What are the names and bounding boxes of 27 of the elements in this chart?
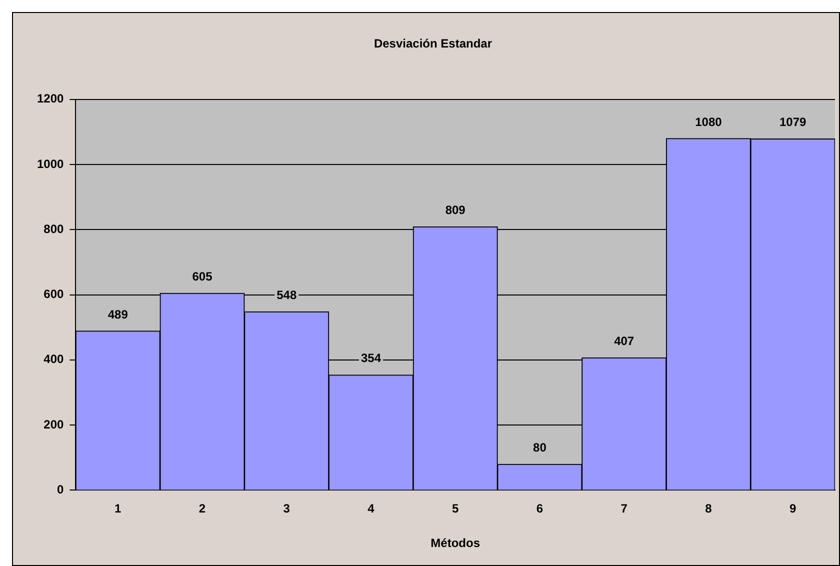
y-tick-label: 0: [57, 482, 64, 497]
data-label: 80: [533, 440, 547, 454]
x-tick-label: 4: [368, 502, 375, 516]
x-tick-label: 6: [536, 502, 544, 516]
data-label: 354: [360, 351, 382, 366]
x-tick-label: 1: [114, 502, 122, 516]
y-tick-label: 800: [44, 222, 64, 236]
y-tick-label: 1200: [36, 92, 64, 106]
data-label: 548: [276, 288, 297, 302]
data-label: 1079: [779, 115, 806, 130]
y-tick-label: 1000: [36, 156, 64, 171]
data-label: 809: [445, 203, 466, 218]
data-label: 1080: [695, 114, 722, 129]
y-tick-label: 200: [44, 417, 64, 432]
x-tick-label: 5: [452, 502, 460, 516]
x-tick-label: 9: [789, 502, 796, 516]
x-tick-label: 8: [705, 502, 712, 516]
y-tick-label: 400: [44, 352, 64, 366]
data-label: 407: [614, 334, 634, 348]
x-tick-label: 2: [198, 502, 206, 516]
x-tick-label: 7: [620, 502, 628, 516]
x-tick-label: 3: [283, 502, 290, 516]
x-axis-title: Métodos: [430, 536, 480, 550]
y-tick-label: 600: [44, 287, 64, 302]
data-label: 605: [192, 269, 213, 284]
data-label: 489: [108, 307, 128, 322]
chart-title: Desviación Estandar: [374, 36, 492, 51]
